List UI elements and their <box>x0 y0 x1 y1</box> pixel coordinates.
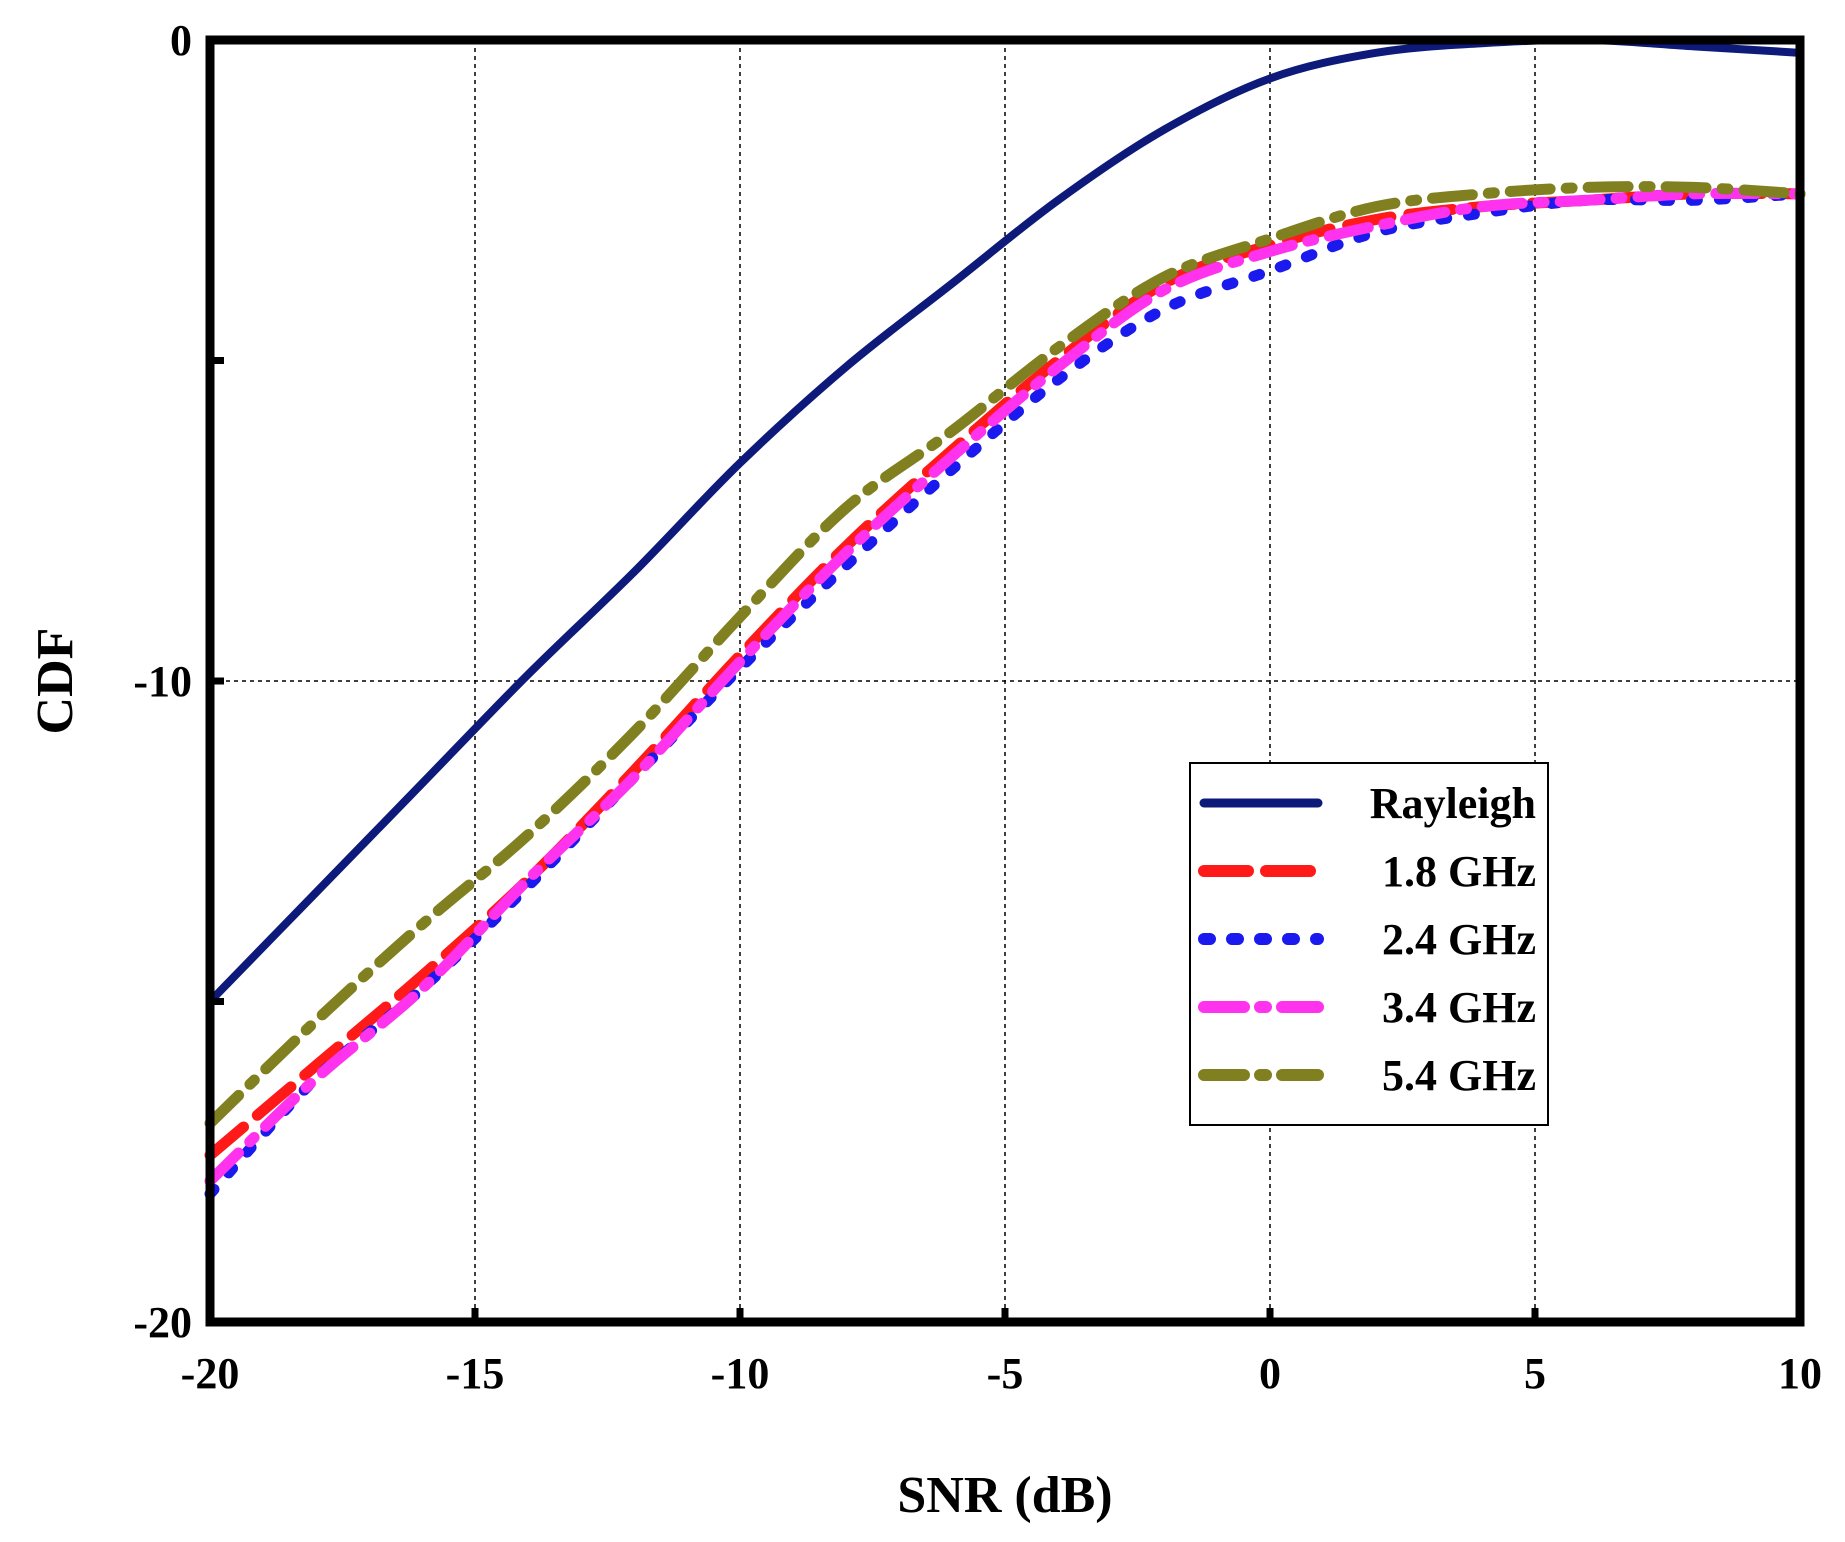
x-tick-label: -5 <box>987 1349 1024 1398</box>
x-tick-label: -15 <box>446 1349 505 1398</box>
series-line-3-4-ghz <box>204 187 1806 1187</box>
grid-lines <box>210 40 1800 1322</box>
legend-box <box>1189 762 1549 1126</box>
legend: Rayleigh 1.8 GHz 2.4 GHz 3.4 GHz 5.4 GHz <box>1189 762 1549 1126</box>
x-tick-label: 5 <box>1524 1349 1546 1398</box>
x-axis-title: SNR (dB) <box>897 1467 1112 1524</box>
y-tick-label: -20 <box>133 1298 192 1347</box>
axis-ticks <box>206 36 1804 1326</box>
legend-label: 2.4 GHz <box>1382 915 1536 964</box>
x-tick-label: -10 <box>711 1349 770 1398</box>
y-axis-title: CDF <box>27 628 84 735</box>
legend-label: 3.4 GHz <box>1382 983 1536 1032</box>
axis-tick-labels: -20 -15 -10 -5 0 5 10 -20 -10 0 <box>133 16 1822 1398</box>
x-tick-label: -20 <box>181 1349 240 1398</box>
legend-label: Rayleigh <box>1370 779 1536 828</box>
legend-label: 1.8 GHz <box>1382 847 1536 896</box>
y-tick-label: -10 <box>133 657 192 706</box>
series-line-2-4-ghz <box>204 188 1806 1200</box>
series-line-5-4-ghz <box>204 181 1806 1129</box>
x-tick-label: 10 <box>1778 1349 1822 1398</box>
legend-label: 5.4 GHz <box>1382 1051 1536 1100</box>
y-tick-label: 0 <box>170 16 192 65</box>
x-tick-label: 0 <box>1259 1349 1281 1398</box>
